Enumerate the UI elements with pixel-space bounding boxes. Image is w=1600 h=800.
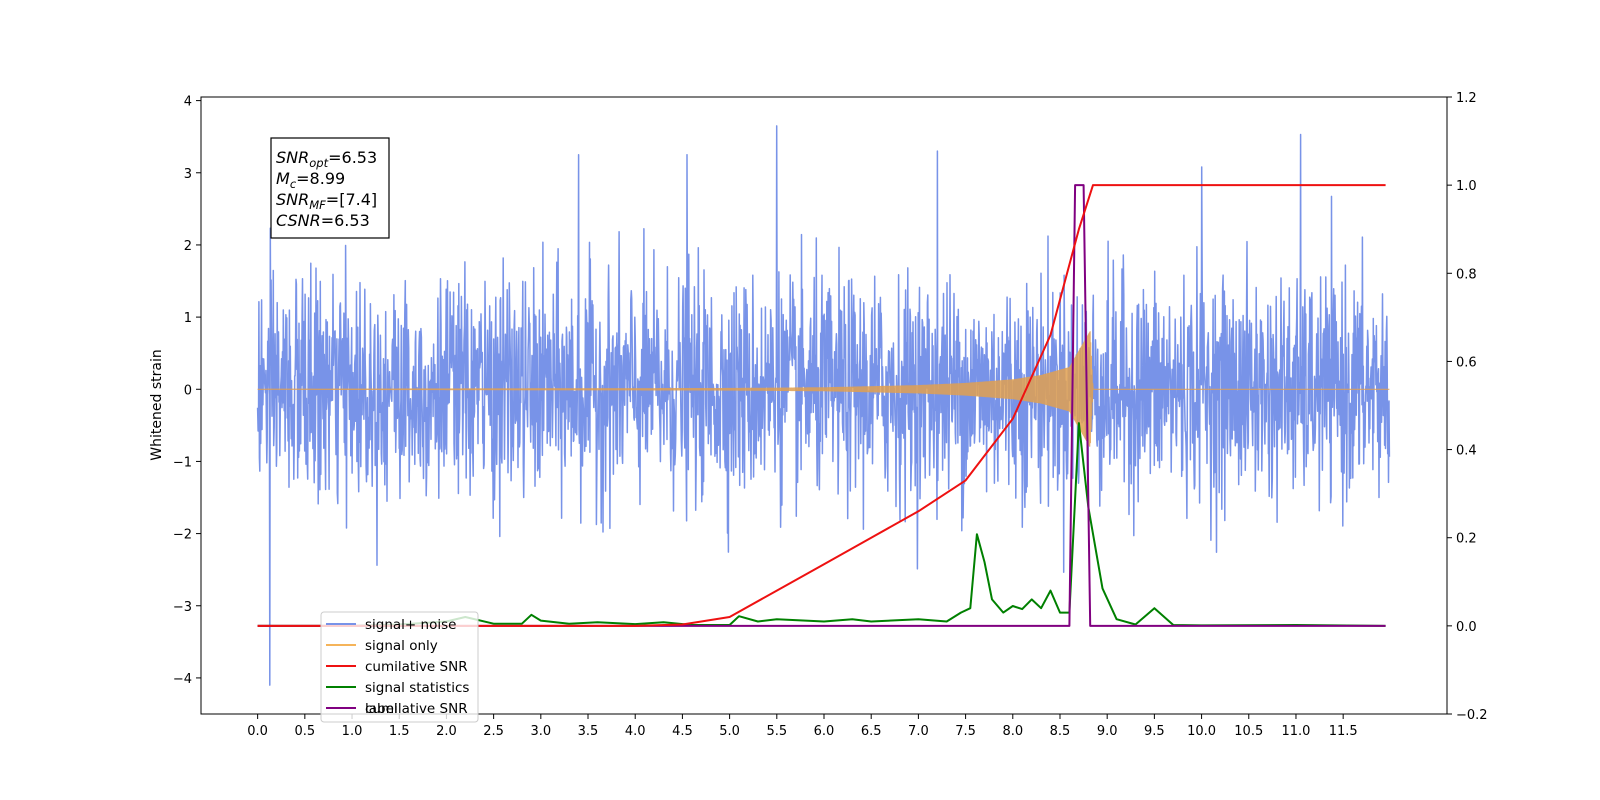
y-right-tick-label: 0.0: [1456, 620, 1477, 635]
x-tick-label: 1.5: [389, 724, 410, 739]
legend-label: signal only: [365, 638, 438, 654]
legend-label: signal+ noise: [365, 617, 456, 633]
y-left-tick-label: −1: [173, 455, 192, 470]
y-left-tick-label: 1: [184, 311, 192, 326]
annotation-line: CSNR=6.53: [276, 211, 370, 230]
y-left-tick-label: −3: [173, 600, 192, 615]
x-tick-label: 6.0: [814, 724, 835, 739]
y-right-tick-label: 0.6: [1456, 355, 1477, 370]
x-tick-label: 0.0: [247, 724, 268, 739]
x-tick-label: 8.5: [1050, 724, 1071, 739]
x-tick-label: 11.0: [1281, 724, 1310, 739]
y-right-tick-label: −0.2: [1456, 708, 1488, 723]
y-right-tick-label: 0.4: [1456, 444, 1477, 459]
x-tick-label: 9.0: [1097, 724, 1118, 739]
legend-ghost-text: cumilative SNR: [365, 701, 468, 717]
x-tick-label: 4.5: [672, 724, 693, 739]
x-tick-label: 2.0: [436, 724, 457, 739]
series-signal-only: [257, 331, 1390, 447]
y-axis-left: 4 3 2 1 0 −1 −2 −3 −4: [173, 95, 201, 687]
legend: cumilative SNR signal+ noise signal only cu…: [320, 611, 479, 723]
y-right-tick-label: 1.2: [1456, 91, 1477, 106]
x-tick-label: 4.0: [625, 724, 646, 739]
annotation-line: Mc=8.99: [276, 169, 345, 191]
y-left-tick-label: 3: [184, 167, 192, 182]
x-tick-label: 5.0: [719, 724, 740, 739]
y-right-tick-label: 0.8: [1456, 267, 1477, 282]
y-left-tick-label: 0: [184, 383, 192, 398]
y-left-tick-label: −4: [173, 672, 192, 687]
x-tick-label: 3.5: [578, 724, 599, 739]
x-tick-label: 11.5: [1329, 724, 1358, 739]
series-signal-statistics: [257, 422, 1386, 627]
y-left-tick-label: 4: [184, 95, 192, 110]
x-tick-label: 10.0: [1187, 724, 1216, 739]
legend-label: cumilative SNR: [365, 659, 468, 675]
x-tick-label: 3.0: [530, 724, 551, 739]
x-tick-label: 0.5: [294, 724, 315, 739]
x-tick-label: 5.5: [766, 724, 787, 739]
legend-label: signal statistics: [365, 680, 469, 696]
y-axis-right: 1.2 1.0 0.8 0.6 0.4 0.2 0.0 −0.2: [1447, 91, 1488, 723]
x-tick-label: 2.5: [483, 724, 504, 739]
series-label: [257, 184, 1386, 627]
annotation-line: SNRMF=[7.4]: [276, 190, 377, 212]
legend-label: label: [365, 701, 398, 717]
x-axis: 0.0 0.5 1.0 1.5 2.0 2.5 3.0 3.5 4.0 4.5 5.0 5.5 6.0 6…: [247, 714, 1358, 739]
x-tick-label: 10.5: [1234, 724, 1263, 739]
x-tick-label: 7.5: [955, 724, 976, 739]
y-left-tick-label: −2: [173, 528, 192, 543]
series-signal-plus-noise: [256, 125, 1391, 686]
x-tick-label: 8.0: [1002, 724, 1023, 739]
series-cumulative-snr: [257, 184, 1386, 627]
x-tick-label: 6.5: [861, 724, 882, 739]
plot-area: [256, 125, 1391, 686]
y-left-tick-label: 2: [184, 239, 192, 254]
x-tick-label: 7.0: [908, 724, 929, 739]
y-right-tick-label: 1.0: [1456, 179, 1477, 194]
y-right-tick-label: 0.2: [1456, 532, 1477, 547]
x-tick-label: 1.0: [342, 724, 363, 739]
x-tick-label: 9.5: [1144, 724, 1165, 739]
annotation-line: SNRopt=6.53: [276, 148, 377, 170]
y-axis-title: Whitened strain: [149, 349, 165, 460]
legend-box: [320, 611, 479, 723]
